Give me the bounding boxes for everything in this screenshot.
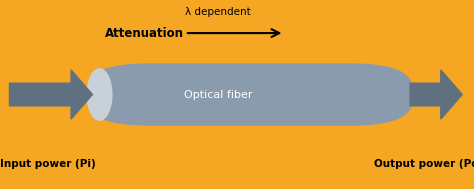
FancyArrow shape xyxy=(410,70,462,119)
FancyArrow shape xyxy=(9,70,92,119)
Ellipse shape xyxy=(86,68,112,121)
Text: Attenuation: Attenuation xyxy=(105,27,184,40)
Text: Optical fiber: Optical fiber xyxy=(184,90,252,99)
Text: Input power (Pi): Input power (Pi) xyxy=(0,160,95,169)
Text: Output power (Po): Output power (Po) xyxy=(374,160,474,169)
FancyBboxPatch shape xyxy=(88,63,412,126)
Text: λ dependent: λ dependent xyxy=(185,7,251,17)
